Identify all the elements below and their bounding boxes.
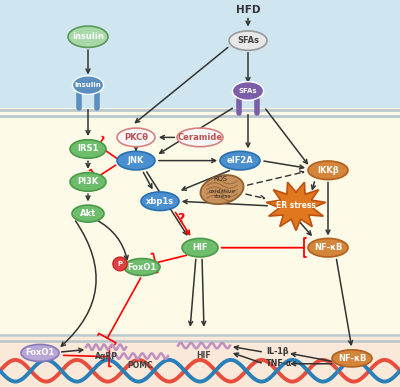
Ellipse shape xyxy=(220,151,260,170)
Text: stress: stress xyxy=(213,194,231,199)
Text: TNF-α: TNF-α xyxy=(266,358,292,368)
Ellipse shape xyxy=(182,238,218,257)
Text: ROS: ROS xyxy=(213,176,227,182)
Text: IRS1: IRS1 xyxy=(77,144,99,154)
Ellipse shape xyxy=(229,31,267,50)
Ellipse shape xyxy=(177,128,223,147)
Text: xbp1s: xbp1s xyxy=(146,197,174,206)
Text: P: P xyxy=(118,261,122,267)
Ellipse shape xyxy=(332,350,372,367)
Text: SFAs: SFAs xyxy=(237,36,259,45)
Text: Ceramide: Ceramide xyxy=(178,133,222,142)
Text: ?: ? xyxy=(178,212,185,225)
Text: NF-κB: NF-κB xyxy=(314,243,342,252)
Text: ER stress: ER stress xyxy=(276,201,316,211)
Text: insulin: insulin xyxy=(75,82,101,88)
Circle shape xyxy=(113,257,127,271)
Text: IL-1β: IL-1β xyxy=(266,346,289,356)
Text: eIF2A: eIF2A xyxy=(227,156,253,165)
Text: AgRP: AgRP xyxy=(94,352,118,361)
Text: oxidative: oxidative xyxy=(208,189,236,194)
Ellipse shape xyxy=(308,161,348,180)
Ellipse shape xyxy=(200,175,244,204)
Text: POMC: POMC xyxy=(127,361,153,370)
Text: FoxO1: FoxO1 xyxy=(127,262,157,272)
Ellipse shape xyxy=(72,205,104,222)
Text: FoxO1: FoxO1 xyxy=(25,348,55,358)
Ellipse shape xyxy=(117,128,155,147)
Ellipse shape xyxy=(68,26,108,47)
Text: SFAs: SFAs xyxy=(239,88,257,94)
Text: Akt: Akt xyxy=(80,209,96,218)
Ellipse shape xyxy=(141,192,179,211)
Bar xyxy=(0,337,400,387)
Text: JNK: JNK xyxy=(128,156,144,165)
Ellipse shape xyxy=(72,76,104,94)
Ellipse shape xyxy=(124,259,160,276)
Bar xyxy=(0,0,400,108)
Bar xyxy=(0,108,400,337)
Ellipse shape xyxy=(308,238,348,257)
Text: NF-κB: NF-κB xyxy=(338,354,366,363)
Text: PI3K: PI3K xyxy=(77,177,99,187)
Polygon shape xyxy=(266,182,326,231)
Text: insulin: insulin xyxy=(72,32,104,41)
Ellipse shape xyxy=(21,344,59,361)
Ellipse shape xyxy=(117,151,155,170)
Text: IKKβ: IKKβ xyxy=(317,166,339,175)
Text: HIF: HIF xyxy=(192,243,208,252)
Text: HIF: HIF xyxy=(197,351,211,360)
Ellipse shape xyxy=(70,173,106,191)
Text: HFD: HFD xyxy=(236,5,260,15)
Ellipse shape xyxy=(232,82,264,100)
Ellipse shape xyxy=(70,140,106,158)
Text: PKCθ: PKCθ xyxy=(124,133,148,142)
